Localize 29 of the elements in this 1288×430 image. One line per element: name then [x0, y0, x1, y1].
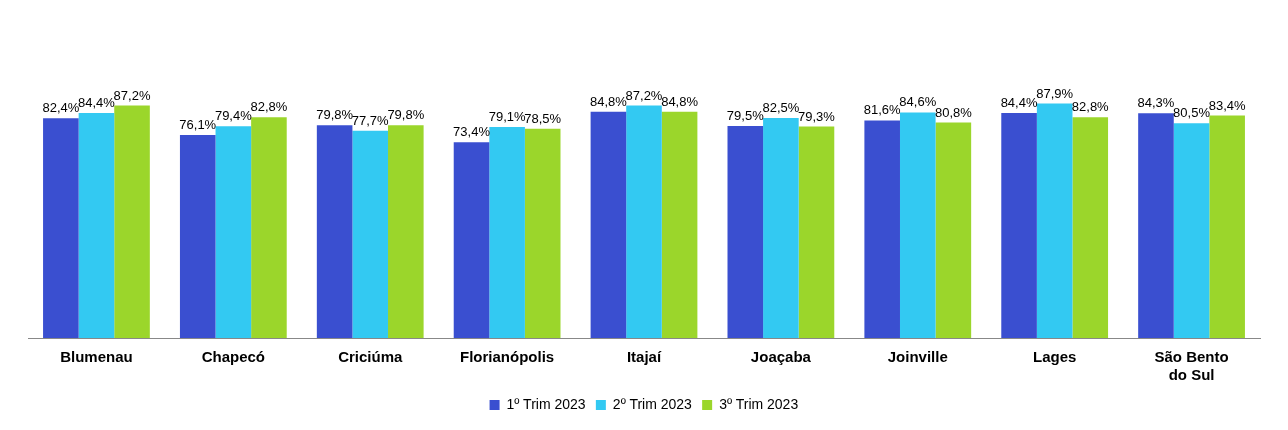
- data-label: 87,9%: [1036, 85, 1074, 101]
- data-label: 79,8%: [387, 107, 425, 123]
- data-label: 76,1%: [179, 117, 217, 133]
- x-tick-label: Chapecó: [201, 348, 266, 366]
- data-label: 87,2%: [113, 87, 151, 103]
- x-tick-label: Blumenau: [60, 348, 133, 366]
- data-label: 84,8%: [661, 93, 699, 109]
- data-label: 78,5%: [524, 110, 562, 126]
- data-label: 79,3%: [798, 108, 836, 124]
- data-label: 79,8%: [316, 107, 354, 123]
- data-label: 84,3%: [1137, 95, 1175, 111]
- x-tick-label: Joinville: [887, 348, 948, 366]
- data-label: 73,4%: [453, 124, 491, 140]
- data-label: 82,8%: [250, 99, 288, 115]
- x-tick-label: Florianópolis: [460, 348, 555, 366]
- x-tick-label: Lages: [1032, 348, 1077, 366]
- data-label: 79,1%: [488, 109, 526, 125]
- legend-label: 2º Trim 2023: [612, 395, 693, 412]
- legend-label: 1º Trim 2023: [506, 395, 586, 412]
- x-tick-label: São Bento do Sul: [1154, 348, 1229, 384]
- data-label: 82,8%: [1071, 99, 1110, 115]
- data-label: 82,5%: [762, 100, 800, 116]
- legend-label: 3º Trim 2023: [719, 395, 799, 412]
- x-tick-label: Joaçaba: [750, 348, 812, 366]
- data-label: 84,6%: [899, 94, 937, 110]
- x-tick-label: Itajaí: [626, 348, 662, 366]
- data-label: 82,4%: [42, 100, 80, 116]
- data-label: 84,4%: [1000, 95, 1038, 111]
- x-tick-label: Criciúma: [338, 348, 403, 366]
